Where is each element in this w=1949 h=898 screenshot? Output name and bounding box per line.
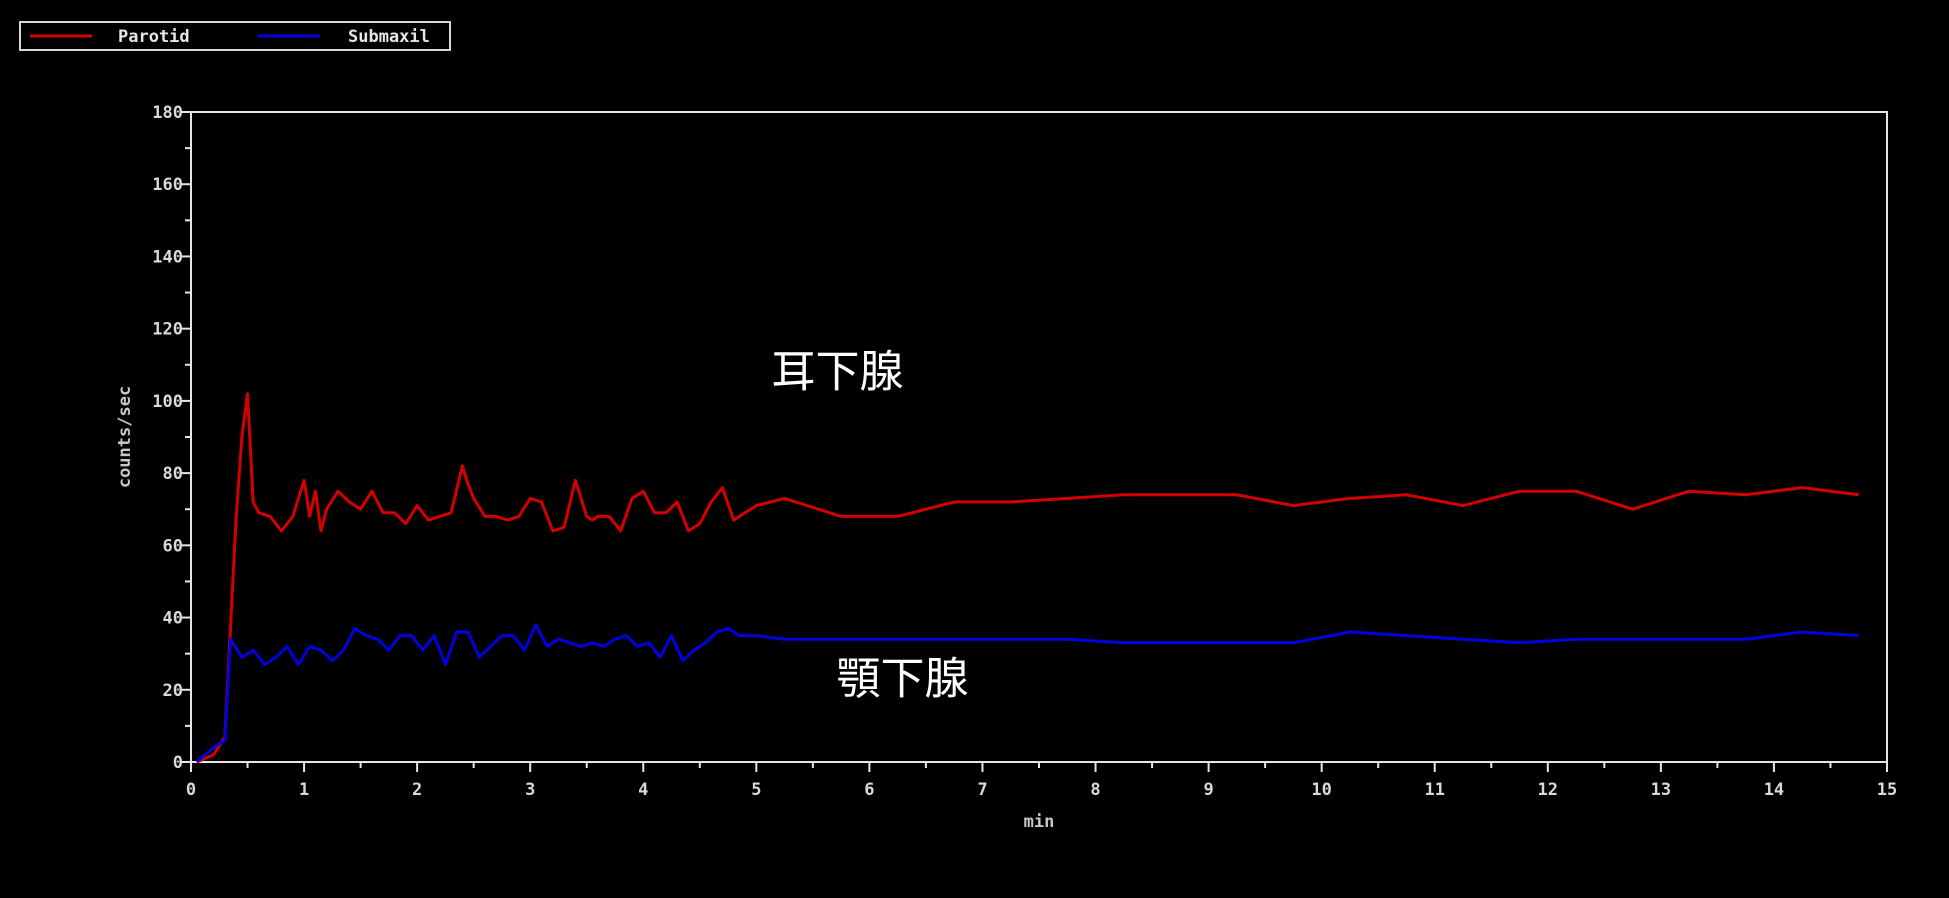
y-tick-label: 160 bbox=[152, 175, 183, 195]
y-tick-label: 100 bbox=[152, 392, 183, 412]
series-line-parotid bbox=[196, 392, 1859, 764]
y-tick-label: 140 bbox=[152, 247, 183, 267]
x-tick-label: 10 bbox=[1311, 780, 1331, 800]
annotation-submaxil: 顎下腺 bbox=[837, 653, 969, 704]
x-tick-label: 14 bbox=[1764, 780, 1784, 800]
legend-label-submaxil: Submaxil bbox=[348, 27, 430, 47]
x-tick-label: 1 bbox=[299, 780, 309, 800]
legend: Parotid Submaxil bbox=[19, 21, 451, 51]
legend-label-parotid: Parotid bbox=[118, 27, 190, 47]
annotation-parotid: 耳下腺 bbox=[772, 346, 904, 397]
y-tick-label: 80 bbox=[163, 464, 183, 484]
x-tick-label: 12 bbox=[1538, 780, 1558, 800]
x-tick-label: 6 bbox=[864, 780, 874, 800]
x-axis-title: min bbox=[1024, 812, 1055, 832]
legend-frame bbox=[19, 21, 451, 51]
x-tick-label: 13 bbox=[1651, 780, 1671, 800]
y-tick-label: 0 bbox=[173, 753, 183, 773]
series-line-submaxil bbox=[195, 623, 1859, 764]
y-axis: 0 20 40 60 80 100 120 140 160 180 bbox=[152, 103, 191, 773]
x-tick-label: 8 bbox=[1090, 780, 1100, 800]
y-tick-label: 180 bbox=[152, 103, 183, 123]
x-tick-label: 2 bbox=[412, 780, 422, 800]
x-tick-label: 4 bbox=[638, 780, 648, 800]
series-layer bbox=[195, 392, 1859, 764]
y-tick-label: 60 bbox=[163, 536, 183, 556]
x-tick-label: 5 bbox=[751, 780, 761, 800]
x-tick-label: 9 bbox=[1203, 780, 1213, 800]
y-axis-title: counts/sec bbox=[115, 386, 135, 488]
x-tick-label: 0 bbox=[186, 780, 196, 800]
x-tick-label: 11 bbox=[1424, 780, 1444, 800]
y-tick-label: 20 bbox=[163, 681, 183, 701]
x-tick-label: 15 bbox=[1877, 780, 1897, 800]
x-tick-label: 3 bbox=[525, 780, 535, 800]
y-tick-label: 40 bbox=[163, 609, 183, 629]
y-tick-label: 120 bbox=[152, 320, 183, 340]
x-tick-label: 7 bbox=[977, 780, 987, 800]
x-axis: 0 1 2 3 4 5 6 7 8 9 10 11 12 13 14 15 bbox=[186, 762, 1897, 800]
